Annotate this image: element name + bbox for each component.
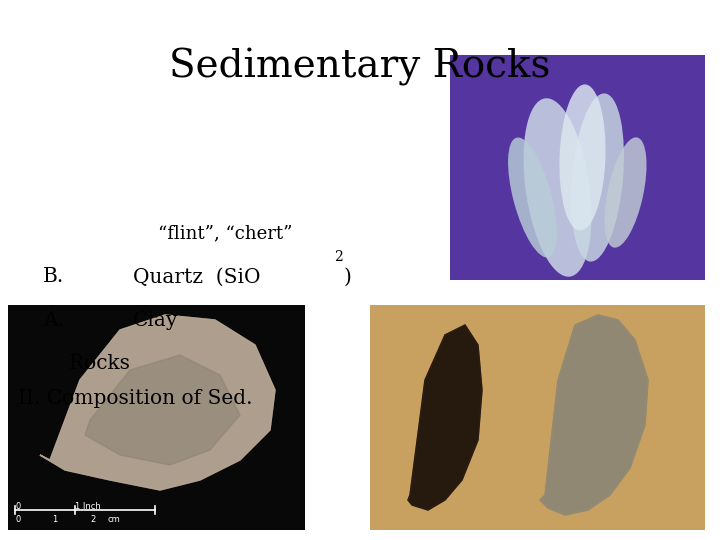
Polygon shape bbox=[40, 315, 275, 490]
Polygon shape bbox=[540, 315, 648, 515]
Bar bbox=[370, 305, 705, 530]
Text: 1 Inch: 1 Inch bbox=[75, 502, 101, 511]
Text: Quartz  (SiO: Quartz (SiO bbox=[133, 267, 261, 286]
Text: Sedimentary Rocks: Sedimentary Rocks bbox=[169, 48, 551, 86]
Text: Rocks: Rocks bbox=[18, 354, 130, 373]
Ellipse shape bbox=[559, 84, 606, 231]
Text: 0: 0 bbox=[15, 502, 20, 511]
Text: Clay: Clay bbox=[133, 310, 179, 329]
Ellipse shape bbox=[571, 93, 624, 261]
Text: “flint”, “chert”: “flint”, “chert” bbox=[158, 224, 293, 242]
Polygon shape bbox=[85, 355, 240, 465]
Text: 2: 2 bbox=[334, 249, 343, 264]
Text: A.: A. bbox=[43, 310, 64, 329]
Text: 2: 2 bbox=[90, 515, 95, 524]
Text: cm: cm bbox=[108, 515, 121, 524]
Polygon shape bbox=[408, 325, 482, 510]
Ellipse shape bbox=[605, 137, 647, 248]
Ellipse shape bbox=[508, 138, 557, 258]
Text: II. Composition of Sed.: II. Composition of Sed. bbox=[18, 389, 253, 408]
Bar bbox=[8, 305, 305, 530]
Polygon shape bbox=[540, 315, 648, 515]
Bar bbox=[450, 55, 705, 280]
Text: B.: B. bbox=[43, 267, 65, 286]
Polygon shape bbox=[40, 315, 275, 490]
Polygon shape bbox=[408, 325, 482, 510]
Ellipse shape bbox=[523, 98, 591, 276]
Text: 1: 1 bbox=[52, 515, 58, 524]
Text: 0: 0 bbox=[15, 515, 20, 524]
Text: ): ) bbox=[343, 267, 351, 286]
